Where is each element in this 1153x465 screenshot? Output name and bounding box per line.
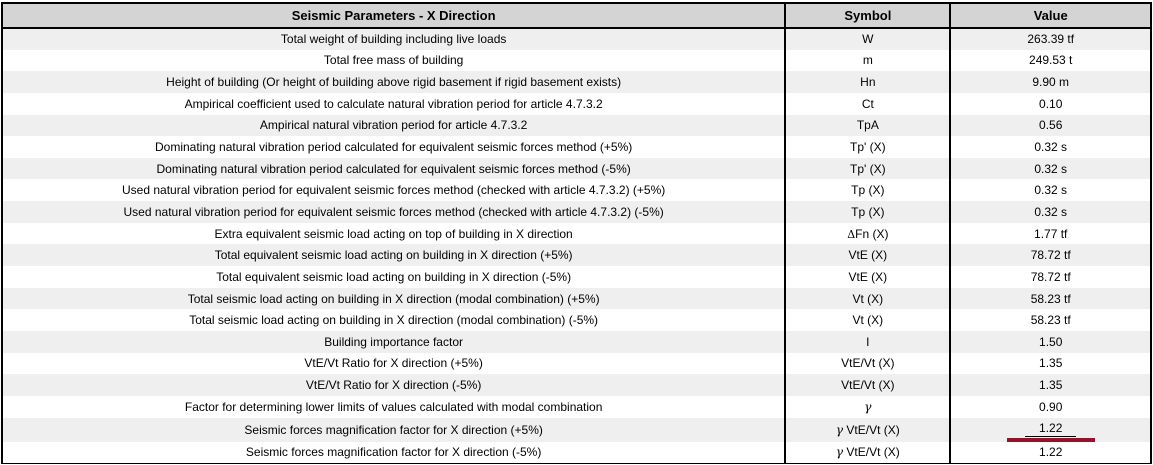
table-row: Building importance factor I 1.50: [3, 330, 1150, 353]
value-cell: 1.35: [949, 352, 1150, 375]
table-row: Total equivalent seismic load acting on …: [3, 266, 1150, 288]
parameter-description-cell: Used natural vibration period for equiva…: [122, 183, 666, 198]
value-cell: 1.35: [949, 374, 1150, 396]
gamma-symbol: γ: [835, 422, 844, 437]
symbol-cell: TpA: [784, 114, 951, 137]
value-cell: 0.90: [949, 395, 1150, 418]
symbol-cell: Ct: [784, 92, 951, 115]
table-row: Ampirical natural vibration period for a…: [3, 114, 1150, 137]
parameter-description-cell: Factor for determining lower limits of v…: [184, 399, 603, 414]
value-cell: 263.39 tf: [949, 28, 1150, 50]
value-cell: 1.50: [949, 330, 1150, 353]
gamma-symbol: γ: [835, 445, 844, 460]
parameter-description-cell: VtE/Vt Ratio for X direction (-5%): [305, 378, 482, 393]
symbol-cell: γ: [784, 395, 951, 418]
parameter-description-cell: Total free mass of building: [323, 53, 464, 68]
symbol-cell: ΔFn (X): [784, 222, 951, 245]
table-row: Dominating natural vibration period calc…: [3, 157, 1150, 180]
symbol-cell: Hn: [784, 71, 951, 93]
value-cell: 1.77 tf: [949, 222, 1150, 245]
value-cell: 58.23 tf: [949, 309, 1150, 331]
table-row: Factor for determining lower limits of v…: [3, 395, 1150, 418]
table-header-row: Seismic Parameters - X Direction Symbol …: [3, 4, 1150, 29]
value-cell: 1.22: [949, 417, 1150, 442]
parameter-description-cell: Total weight of building including live …: [280, 32, 507, 47]
symbol-cell: W: [784, 28, 951, 50]
value-cell: 0.10: [949, 92, 1150, 115]
value-cell: 58.23 tf: [949, 287, 1150, 310]
table-row: VtE/Vt Ratio for X direction (+5%) VtE/Vt…: [3, 352, 1150, 375]
value-cell: 249.53 t: [949, 49, 1150, 72]
table-row: Total free mass of building m 249.53 t: [3, 49, 1150, 72]
table-row: VtE/Vt Ratio for X direction (-5%) VtE/Vt…: [3, 374, 1150, 396]
parameter-description-cell: Used natural vibration period for equiva…: [123, 204, 664, 219]
table-row: Dominating natural vibration period calc…: [3, 136, 1150, 158]
gamma-symbol: γ: [864, 399, 872, 414]
symbol-cell: VtE/Vt (X): [784, 352, 951, 375]
symbol-cell: VtE (X): [784, 266, 951, 288]
seismic-parameters-table: Seismic Parameters - X Direction Symbol …: [3, 4, 1150, 464]
value-cell: 0.32 s: [949, 136, 1150, 158]
column-header-symbol: Symbol: [784, 4, 951, 29]
table-row: Used natural vibration period for equiva…: [3, 201, 1150, 223]
value-cell: 0.32 s: [949, 157, 1150, 180]
table-row: Total equivalent seismic load acting on …: [3, 244, 1150, 267]
symbol-cell: VtE (X): [784, 244, 951, 267]
value-cell: 9.90 m: [949, 71, 1150, 93]
table-row: Ampirical coefficient used to calculate …: [3, 92, 1150, 115]
parameter-description-cell: Ampirical coefficient used to calculate …: [184, 96, 603, 111]
symbol-cell: γ VtE/Vt (X): [784, 417, 951, 442]
parameter-description-cell: Ampirical natural vibration period for a…: [259, 118, 528, 133]
value-cell: 78.72 tf: [949, 244, 1150, 267]
symbol-cell: Vt (X): [784, 287, 951, 310]
parameter-description-cell: Height of building (Or height of buildin…: [166, 75, 622, 90]
highlight-underline: [1006, 437, 1095, 442]
parameter-description-cell: Total seismic load acting on building in…: [189, 313, 599, 328]
parameter-description-cell: Seismic forces magnification factor for …: [245, 445, 542, 460]
parameter-description-cell: Total seismic load acting on building in…: [187, 291, 600, 306]
column-header-parameters: Seismic Parameters - X Direction: [3, 4, 786, 29]
parameter-description-cell: Building importance factor: [324, 334, 463, 349]
value-cell: 0.32 s: [949, 201, 1150, 223]
table-row: Total seismic load acting on building in…: [3, 309, 1150, 331]
symbol-cell: Tp' (X): [784, 157, 951, 180]
table-row: Seismic forces magnification factor for …: [3, 441, 1150, 464]
value-cell: 0.32 s: [949, 179, 1150, 202]
table-row: Height of building (Or height of buildin…: [3, 71, 1150, 93]
parameter-description-cell: Dominating natural vibration period calc…: [156, 161, 631, 176]
symbol-cell: Tp (X): [784, 201, 951, 223]
symbol-cell: Tp' (X): [784, 136, 951, 158]
parameter-description-cell: Extra equivalent seismic load acting on …: [214, 226, 573, 241]
table-row: Total seismic load acting on building in…: [3, 287, 1150, 310]
table-row: Extra equivalent seismic load acting on …: [3, 222, 1150, 245]
parameter-description-cell: Seismic forces magnification factor for …: [244, 422, 543, 437]
symbol-cell: m: [784, 49, 951, 72]
value-cell: 78.72 tf: [949, 266, 1150, 288]
symbol-cell: γ VtE/Vt (X): [784, 441, 951, 464]
delta-symbol: Δ: [847, 227, 856, 241]
parameter-description-cell: Total equivalent seismic load acting on …: [214, 248, 573, 263]
highlighted-value: 1.22: [1025, 421, 1077, 437]
parameter-description-cell: VtE/Vt Ratio for X direction (+5%): [304, 356, 483, 371]
table-row: Used natural vibration period for equiva…: [3, 179, 1150, 202]
parameter-description-cell: Total equivalent seismic load acting on …: [216, 269, 572, 284]
value-cell: 0.56: [949, 114, 1150, 137]
symbol-cell: Vt (X): [784, 309, 951, 331]
symbol-cell: VtE/Vt (X): [784, 374, 951, 396]
table-row: Total weight of building including live …: [3, 28, 1150, 50]
parameter-description-cell: Dominating natural vibration period calc…: [155, 140, 633, 155]
symbol-cell: Tp (X): [784, 179, 951, 202]
value-cell: 1.22: [949, 441, 1150, 464]
column-header-value: Value: [949, 4, 1150, 29]
symbol-cell: I: [784, 330, 951, 353]
table-row: Seismic forces magnification factor for …: [3, 417, 1150, 442]
